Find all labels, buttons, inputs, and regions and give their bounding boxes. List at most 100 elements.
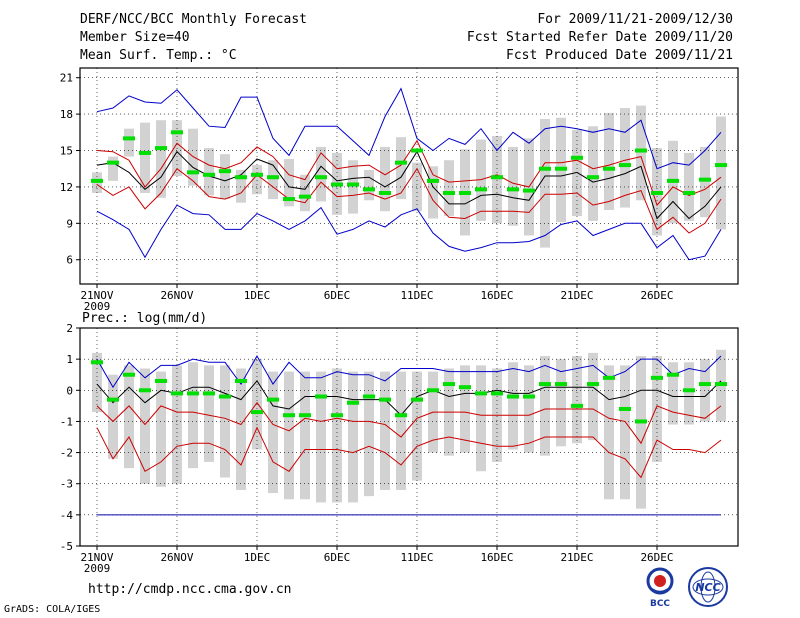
prec-box [588,352,598,441]
prec-xtick-label: 16DEC [480,551,513,564]
temp-box [252,165,262,195]
prec-box [524,365,534,453]
prec-box [620,365,630,500]
prec-max-line [96,354,722,389]
prec-obs-mark [379,397,391,402]
temp-xtick-label: 21NOV [80,289,113,302]
temp-obs-mark [459,190,471,195]
temp-obs-mark [667,178,679,183]
prec-obs-mark [171,391,183,396]
prec-box [684,362,694,425]
temp-obs-mark [411,148,423,153]
temp-obs-mark [603,166,615,171]
temp-box [204,148,214,196]
temp-obs-mark [427,178,439,183]
temp-obs-mark [379,190,391,195]
temp-obs-mark [363,187,375,192]
prec-box [92,352,102,413]
temp-obs-mark [347,182,359,187]
prec-obs-mark [331,413,343,418]
bcc-logo-text: BCC [650,599,670,609]
temp-obs-mark [587,175,599,180]
prec-obs-mark [443,382,455,387]
prec-obs-mark [667,372,679,377]
prec-xtick-label: 26DEC [640,551,673,564]
temp-obs-mark [187,170,199,175]
prec-obs-mark [251,410,263,415]
prec-obs-mark [187,391,199,396]
prec-obs-mark [91,360,103,365]
grads-credit: GrADS: COLA/IGES [4,604,101,615]
temp-box [300,174,310,212]
prec-obs-mark [411,397,423,402]
prec-xtick-label: 11DEC [400,551,433,564]
temp-box [716,116,726,230]
temp-box [508,146,518,226]
temp-obs-mark [635,148,647,153]
fcst-started-label: Fcst Started Refer Date 2009/11/20 [466,30,733,45]
prec-obs-mark [523,394,535,399]
prec-ytick-label: -2 [60,447,73,460]
prec-obs-mark [475,391,487,396]
temp-obs-mark [107,160,119,165]
temp-obs-mark [555,166,567,171]
prec-box [460,365,470,453]
temp-ytick-label: 15 [60,145,73,158]
prec-box [316,371,326,503]
temp-box [188,128,198,186]
temp-obs-mark [219,169,231,174]
temp-obs-mark [315,175,327,180]
temp-obs-mark [651,190,663,195]
temp-mean-line [96,150,722,220]
temp-box [636,105,646,201]
temp-obs-mark [715,163,727,168]
temp-box [108,156,118,181]
prec-box [332,368,342,503]
temp-obs-mark [139,150,151,155]
temp-obs-mark [491,175,503,180]
source-url: http://cmdp.ncc.cma.gov.cn [88,582,292,597]
prec-lower-line [96,426,722,479]
temp-obs-mark [699,177,711,182]
prec-box [204,365,214,462]
temp-box [700,146,710,218]
chart-title: DERF/NCC/BCC Monthly Forecast [80,12,307,27]
prec-obs-mark [347,400,359,405]
prec-xtick-label: 21NOV [80,551,113,564]
temp-obs-mark [283,197,295,202]
temp-box [428,166,438,219]
prec-xtick-label: 6DEC [324,551,351,564]
panel-prec: -5 -4 -3 -2 -1 0 1 2 21NOV 26NOV 1DEC 6DEC 11DEC 16DE… [60,311,739,575]
prec-obs-mark [619,406,631,411]
prec-xtick-label: 26NOV [160,551,193,564]
temp-xtick-label: 21DEC [560,289,593,302]
ncc-logo-text: NCC [695,581,720,594]
panel-subtitle: Prec.: log(mm/d) [82,311,207,326]
logos: BCC NCC [646,567,728,609]
prec-ytick-label: -4 [60,509,74,522]
prec-xtick-label: 21DEC [560,551,593,564]
prec-box [284,371,294,500]
prec-ytick-label: -3 [60,478,73,491]
temp-ytick-label: 21 [60,72,73,85]
prec-obs-mark [459,385,471,390]
prec-frame [79,327,739,547]
temp-obs-mark [683,190,695,195]
prec-obs-mark [123,372,135,377]
temp-obs-mark [571,155,583,160]
prec-obs-mark [235,378,247,383]
prec-ytick-label: 2 [66,322,73,335]
temp-xtick-label: 16DEC [480,289,513,302]
temp-upper-line [96,139,722,207]
temp-box [140,122,150,193]
temp-box [124,128,134,157]
temp-box [444,160,454,217]
temp-box [476,139,486,221]
temp-box [492,135,502,224]
prec-upper-line [96,401,722,445]
temp-ytick-label: 12 [60,181,73,194]
prec-ytick-label: -1 [60,415,73,428]
temp-obs-mark [443,190,455,195]
temp-xtick-label: 1DEC [244,289,271,302]
prec-year-label: 2009 [84,562,111,575]
